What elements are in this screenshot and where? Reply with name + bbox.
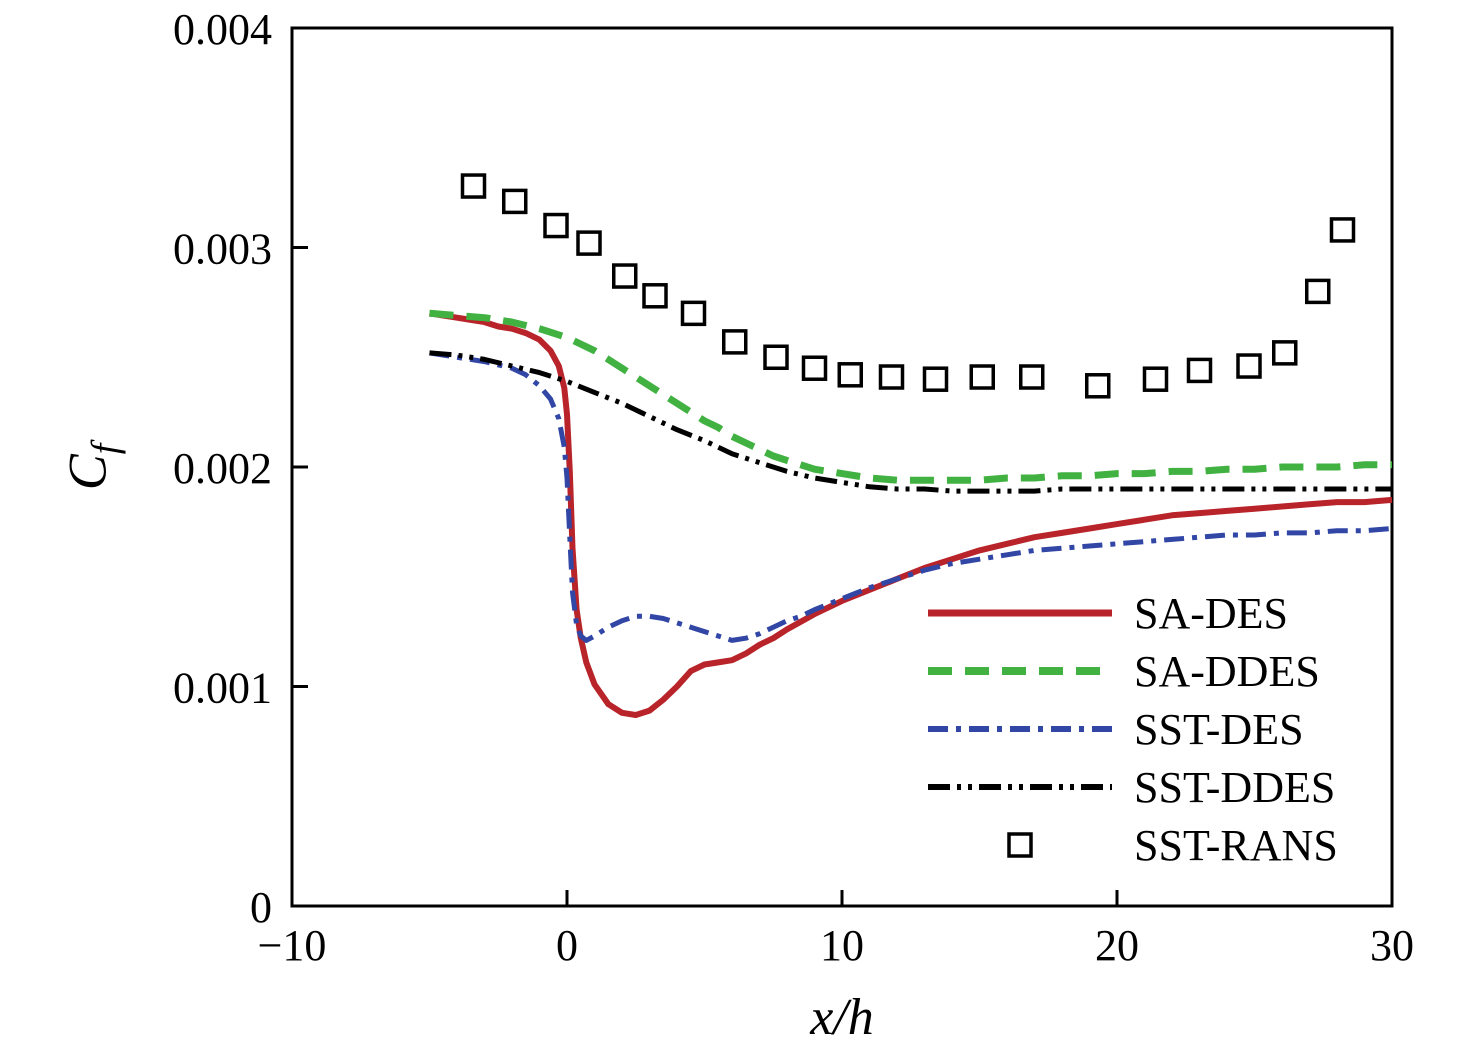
data-point-SST-RANS — [922, 366, 949, 392]
y-tick-label: 0.001 — [173, 664, 272, 713]
legend-label-SA-DDES: SA-DDES — [1134, 647, 1320, 696]
data-point-SST-RANS — [1272, 340, 1298, 366]
y-axis-label-base: C — [57, 454, 118, 491]
data-point-SST-RANS — [801, 355, 828, 381]
x-tick-label: 30 — [1370, 921, 1414, 970]
y-axis-label: Cf — [57, 444, 128, 491]
data-point-SST-RANS — [1329, 217, 1356, 243]
legend-label-SST-RANS: SST-RANS — [1134, 821, 1338, 870]
x-tick-label: 20 — [1095, 921, 1139, 970]
x-axis-label: x/h — [292, 988, 1392, 1047]
data-point-SST-RANS — [502, 188, 528, 215]
data-point-SST-RANS — [543, 212, 569, 239]
data-point-SST-RANS — [837, 362, 863, 388]
x-tick-label: 10 — [820, 921, 864, 970]
data-point-SST-RANS — [1236, 353, 1262, 379]
legend-label-SST-DES: SST-DES — [1134, 705, 1304, 754]
data-point-SST-RANS — [1186, 357, 1213, 384]
series-SST-DDES — [429, 350, 1392, 494]
data-point-SST-RANS — [969, 364, 995, 390]
y-tick-label: 0.002 — [173, 444, 272, 493]
data-point-SST-RANS — [1019, 364, 1045, 390]
data-point-SST-RANS — [680, 300, 707, 327]
data-point-SST-RANS — [722, 329, 748, 355]
y-axis-label-sub: f — [84, 443, 127, 455]
y-tick-label: 0 — [250, 883, 272, 932]
x-axis-label-text: x/h — [810, 989, 874, 1046]
data-point-SST-RANS — [460, 173, 487, 199]
y-tick-label: 0.003 — [173, 225, 272, 274]
data-point-SST-RANS — [1305, 278, 1331, 305]
x-tick-label: 0 — [556, 921, 578, 970]
x-tick-label: −10 — [258, 921, 327, 970]
series-SST-DES — [429, 350, 1393, 643]
data-point-SST-RANS — [763, 344, 789, 370]
legend-label-SA-DES: SA-DES — [1134, 589, 1288, 638]
legend-marker-SST-RANS — [1007, 832, 1033, 858]
series-SA-DDES — [429, 309, 1392, 484]
legend-label-SST-DDES: SST-DDES — [1134, 763, 1335, 812]
data-point-SST-RANS — [642, 283, 668, 309]
y-tick-label: 0.004 — [173, 5, 272, 54]
data-point-SST-RANS — [576, 230, 602, 256]
data-point-SST-RANS — [612, 263, 638, 289]
series-SA-DES — [429, 310, 1393, 718]
data-point-SST-RANS — [1085, 373, 1111, 399]
data-point-SST-RANS — [1142, 366, 1169, 392]
data-point-SST-RANS — [878, 364, 905, 390]
